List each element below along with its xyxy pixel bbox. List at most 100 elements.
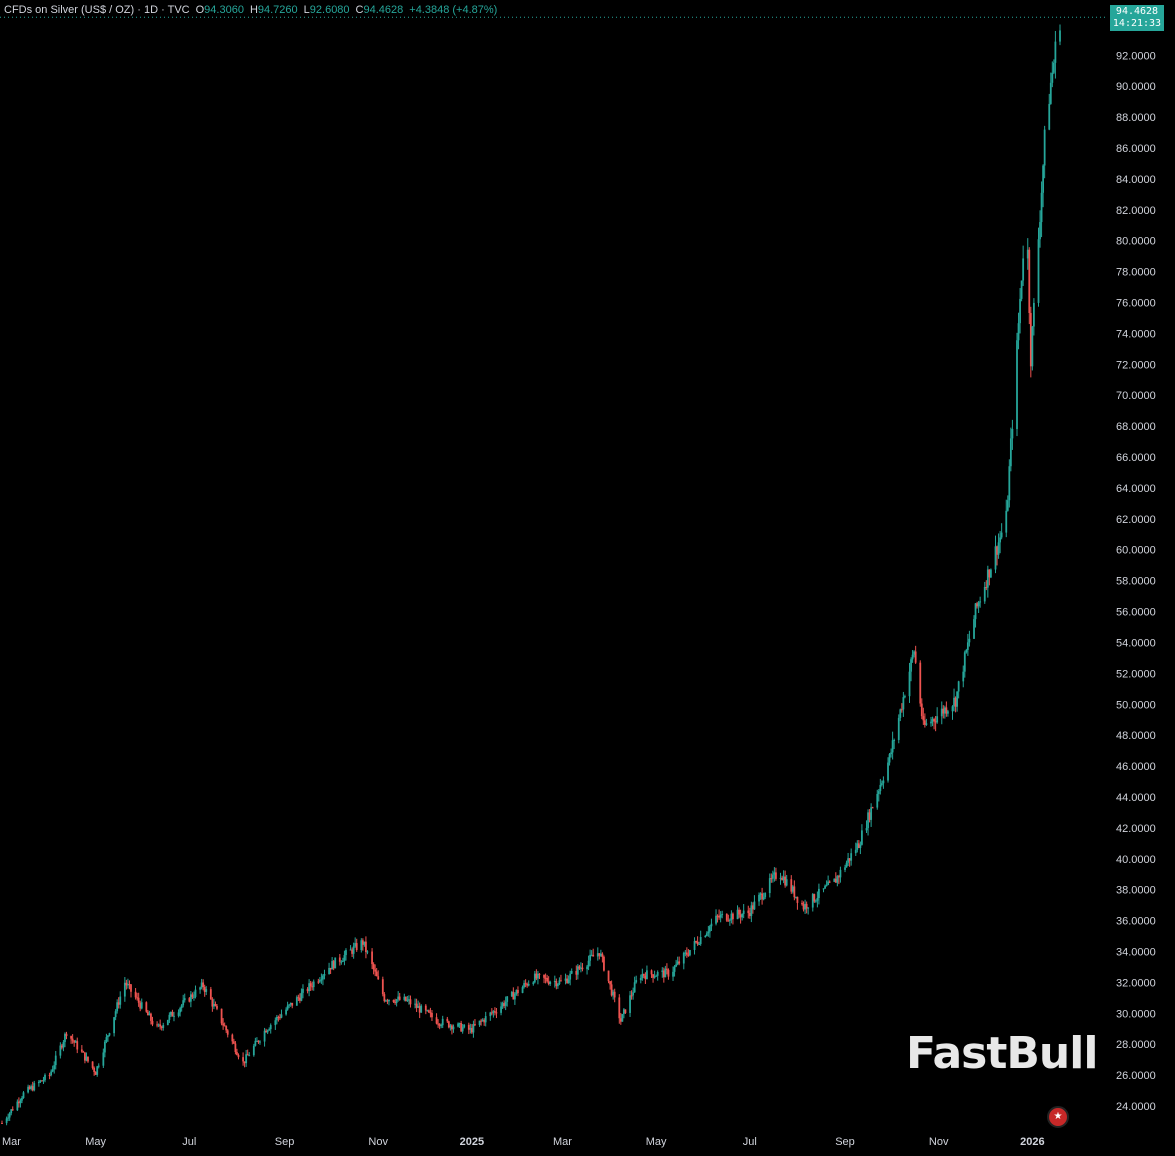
candle-body: [298, 997, 301, 1001]
candle-body: [653, 976, 656, 978]
candle-body: [556, 984, 559, 987]
candle-body: [268, 1029, 271, 1031]
candle-body: [168, 1014, 171, 1020]
candle-body: [730, 913, 733, 920]
candle-body: [665, 968, 668, 970]
candle-body: [847, 858, 849, 863]
candle-body: [699, 936, 702, 944]
y-tick-label: 78.0000: [1116, 267, 1156, 279]
candle-body: [495, 1012, 498, 1014]
candle-body: [868, 812, 871, 820]
candle-body: [87, 1056, 89, 1062]
candle-body: [320, 979, 323, 981]
candle-body: [248, 1055, 251, 1057]
candle-body: [341, 960, 344, 962]
candle-body: [199, 987, 201, 990]
candle-body: [739, 914, 742, 918]
candle-body: [355, 943, 358, 951]
candle-body: [801, 902, 803, 905]
fastbull-watermark: FastBull: [906, 1028, 1098, 1079]
candle-body: [553, 981, 556, 983]
candle-body: [214, 1003, 217, 1006]
candle-body: [438, 1024, 441, 1026]
candle-body: [1059, 30, 1061, 42]
x-tick-label: May: [85, 1136, 106, 1148]
candle-body: [521, 987, 524, 993]
y-tick-label: 42.0000: [1116, 823, 1156, 835]
candle-body: [897, 717, 900, 740]
candle-body: [710, 923, 713, 927]
candle-body: [65, 1033, 68, 1037]
candle-body: [189, 994, 192, 1002]
candle-body: [570, 971, 573, 974]
candle-body: [501, 1003, 504, 1007]
candle-body: [612, 991, 615, 996]
candle-body: [105, 1037, 108, 1042]
candle-body: [813, 894, 816, 902]
candle-body: [156, 1024, 158, 1026]
candle-body: [802, 904, 805, 910]
candle-body: [575, 971, 578, 975]
candle-body: [940, 708, 943, 717]
candle-body: [93, 1067, 96, 1073]
candle-body: [629, 995, 631, 1013]
candle-body: [494, 1011, 496, 1013]
candle-body: [418, 1006, 421, 1013]
candle-body: [784, 876, 787, 886]
candle-body: [1020, 280, 1023, 299]
candle-body: [331, 961, 334, 970]
y-tick-label: 30.0000: [1116, 1008, 1156, 1020]
candle-body: [759, 893, 762, 895]
y-tick-label: 28.0000: [1116, 1039, 1156, 1051]
candle-body: [619, 1018, 622, 1022]
candle-body: [1040, 192, 1043, 223]
candle-body: [736, 909, 739, 920]
candle-body: [973, 619, 975, 639]
candle-body: [936, 716, 939, 723]
candle-body: [753, 901, 756, 910]
candle-body: [91, 1061, 94, 1068]
candle-body: [237, 1054, 240, 1058]
candle-body: [793, 886, 796, 898]
candle-body: [375, 971, 378, 977]
candle-body: [300, 992, 303, 1001]
candle-body: [447, 1021, 450, 1028]
candle-body: [902, 697, 905, 710]
candle-body: [291, 1002, 294, 1006]
candle-body: [931, 719, 934, 722]
symbol-title: CFDs on Silver (US$ / OZ) · 1D · TVC: [4, 4, 190, 16]
candle-body: [672, 971, 674, 977]
candle-body: [673, 966, 676, 972]
candle-body: [899, 709, 902, 718]
candle-body: [567, 979, 570, 984]
candle-body: [10, 1109, 13, 1114]
candle-body: [125, 982, 128, 986]
candle-body: [1049, 82, 1052, 104]
candle-body: [211, 999, 214, 1007]
flag-icon[interactable]: ★: [1047, 1106, 1069, 1128]
y-tick-label: 64.0000: [1116, 483, 1156, 495]
y-tick-label: 90.0000: [1116, 81, 1156, 93]
candle-body: [1017, 323, 1020, 341]
candle-body: [311, 986, 314, 988]
candle-body: [392, 999, 395, 1003]
y-tick-label: 82.0000: [1116, 205, 1156, 217]
low-label: L: [303, 4, 310, 16]
candle-body: [11, 1109, 14, 1111]
candle-body: [1016, 340, 1018, 430]
candle-body: [117, 1002, 120, 1005]
candle-body: [867, 812, 869, 829]
candle-body: [942, 708, 945, 714]
candle-body: [232, 1041, 235, 1044]
candle-body: [426, 1010, 429, 1012]
candle-body: [1042, 165, 1045, 193]
candle-body: [510, 991, 513, 997]
candle-body: [727, 920, 730, 922]
candle-body: [1019, 298, 1021, 324]
y-tick-label: 72.0000: [1116, 359, 1156, 371]
x-tick-label: Jul: [182, 1136, 196, 1148]
candle-body: [420, 1005, 423, 1013]
candle-body: [592, 954, 595, 957]
